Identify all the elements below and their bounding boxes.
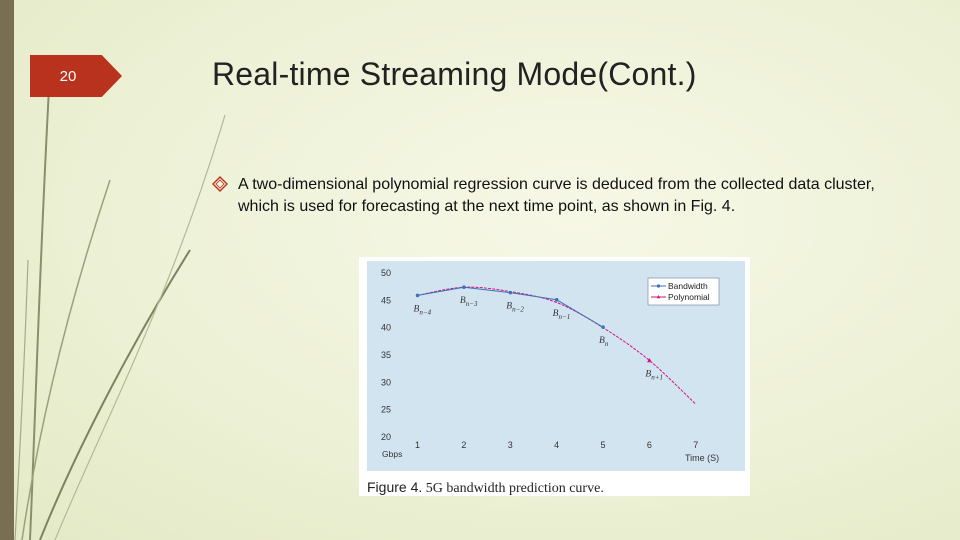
x-tick-label: 3 bbox=[508, 440, 513, 450]
legend-label-bandwidth: Bandwidth bbox=[668, 281, 708, 291]
figure-image: 20 25 30 35 40 45 50 1 2 3 4 5 6 7 Bn−4 Bn−3 Bn−2 Bn−1 Bn… bbox=[359, 257, 750, 496]
decorative-grass-lines bbox=[14, 69, 226, 540]
data-point-bandwidth bbox=[462, 285, 466, 290]
y-tick-label: 50 bbox=[381, 268, 391, 278]
chart-legend: Bandwidth Polynomial bbox=[647, 277, 720, 306]
x-tick-label: 1 bbox=[415, 440, 420, 450]
x-tick-label: 5 bbox=[601, 440, 606, 450]
data-point-bandwidth bbox=[508, 290, 513, 295]
legend-marker-bandwidth bbox=[656, 284, 661, 288]
figure-caption-tag: Figure 4. bbox=[367, 479, 423, 495]
y-tick-label: 30 bbox=[381, 377, 391, 387]
x-tick-label: 6 bbox=[647, 440, 652, 450]
slide-title: Real-time Streaming Mode(Cont.) bbox=[212, 56, 697, 92]
y-tick-label: 20 bbox=[381, 432, 391, 442]
y-tick-label: 45 bbox=[381, 295, 391, 305]
data-point-bandwidth bbox=[601, 325, 605, 329]
x-tick-label: 7 bbox=[693, 440, 698, 450]
y-tick-label: 40 bbox=[381, 323, 391, 333]
bullet-text: A two-dimensional polynomial regression … bbox=[238, 176, 875, 215]
y-tick-label: 25 bbox=[381, 405, 391, 415]
legend-marker-polynomial bbox=[656, 295, 661, 299]
figure-caption-text: 5G bandwidth prediction curve. bbox=[425, 481, 604, 496]
y-tick-label: 35 bbox=[381, 350, 391, 360]
y-axis-label: Gbps bbox=[382, 449, 402, 459]
point-annotation: Bn bbox=[599, 336, 609, 348]
figure-caption: Figure 4. 5G bandwidth prediction curve. bbox=[367, 479, 604, 497]
x-tick-label: 4 bbox=[554, 440, 559, 450]
slide-number: 20 bbox=[59, 67, 77, 85]
diamond-outline-icon bbox=[212, 176, 228, 192]
data-point-bandwidth bbox=[415, 293, 420, 298]
x-tick-label: 2 bbox=[461, 440, 466, 450]
data-point-bandwidth bbox=[554, 297, 559, 302]
x-axis-label: Time (S) bbox=[685, 453, 719, 463]
left-accent-bar bbox=[0, 0, 14, 540]
slide-number-badge: 20 bbox=[30, 55, 122, 97]
legend-label-polynomial: Polynomial bbox=[668, 292, 710, 302]
data-point-polynomial bbox=[647, 357, 652, 363]
